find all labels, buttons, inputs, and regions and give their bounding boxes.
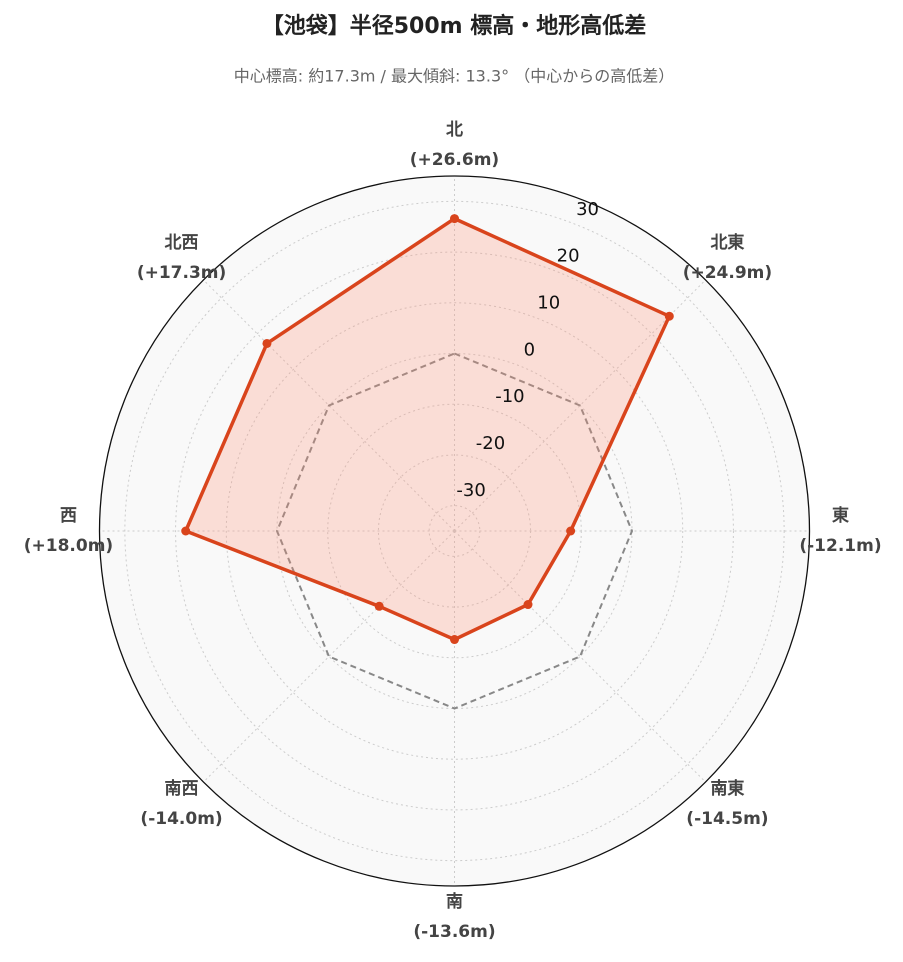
- r-tick-label: -20: [476, 433, 505, 454]
- category-label: 南東: [710, 778, 744, 799]
- r-tick-label: 30: [576, 199, 599, 220]
- point: [523, 600, 533, 610]
- category-label: 南: [446, 891, 463, 912]
- value-label: (+26.6m): [410, 150, 499, 170]
- value-label: (-14.5m): [686, 809, 768, 829]
- spoke: [454, 530, 706, 783]
- r-tick-label: 20: [557, 246, 580, 267]
- grid-circle: [225, 302, 684, 760]
- zero-reference: [275, 352, 634, 710]
- value-label: (+24.9m): [683, 263, 772, 283]
- r-tick-label: -10: [495, 386, 524, 407]
- point: [450, 214, 459, 224]
- point: [664, 311, 674, 321]
- spoke: [203, 530, 455, 783]
- point: [262, 338, 272, 348]
- point: [181, 526, 191, 536]
- spoke: [203, 279, 455, 532]
- r-tick-label: -30: [456, 480, 485, 501]
- point: [450, 635, 459, 645]
- category-label: 北: [446, 120, 463, 140]
- point: [374, 601, 384, 611]
- r-tick-label: 10: [537, 293, 560, 314]
- category-label: 北西: [165, 233, 199, 253]
- grid-circle: [124, 200, 785, 862]
- grid-circle: [175, 251, 734, 811]
- r-tick-label: 0: [524, 339, 535, 360]
- spoke: [454, 279, 706, 532]
- outer-circle: [98, 175, 811, 887]
- value-label: (-12.1m): [799, 536, 881, 556]
- category-label: 西: [60, 506, 77, 526]
- category-label: 北東: [710, 232, 744, 253]
- value-label: (-13.6m): [413, 922, 495, 942]
- category-label: 南西: [165, 778, 199, 799]
- chart-subtitle: 中心標高: 約17.3m / 最大傾斜: 13.3° （中心からの高低差）: [234, 67, 674, 86]
- value-label: (+17.3m): [137, 263, 226, 283]
- point: [566, 526, 576, 536]
- value-label: (+18.0m): [24, 536, 113, 556]
- value-label: (-14.0m): [140, 809, 222, 829]
- chart-title: 【池袋】半径500m 標高・地形高低差: [262, 13, 647, 39]
- category-label: 東: [832, 505, 849, 526]
